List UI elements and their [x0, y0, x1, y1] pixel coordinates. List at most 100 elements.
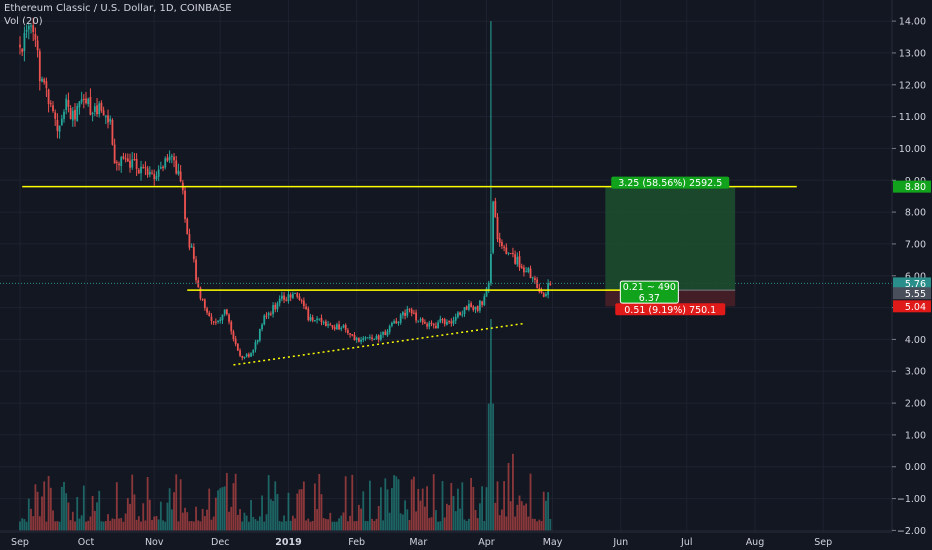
volume-bar	[256, 520, 259, 531]
volume-bar	[335, 521, 338, 531]
volume-bar	[468, 518, 470, 531]
volume-bar	[331, 521, 334, 531]
candle-body	[490, 254, 492, 284]
volume-bar	[208, 488, 211, 531]
candle-body	[54, 112, 57, 119]
volume-bar	[366, 521, 369, 531]
candle-body	[512, 252, 514, 254]
candle-body	[234, 338, 237, 345]
volume-bar	[320, 494, 323, 531]
candle-body	[219, 319, 222, 322]
candle-body	[98, 103, 101, 115]
volume-bar	[296, 493, 299, 531]
volume-bar	[353, 521, 356, 531]
candle-body	[60, 118, 63, 126]
volume-bar	[305, 520, 307, 531]
price-tick-label: 0.00	[905, 462, 926, 473]
candle-body	[184, 190, 186, 220]
volume-bar	[122, 521, 125, 531]
candle-body	[307, 308, 310, 320]
candle-body	[131, 159, 134, 168]
volume-bar	[34, 484, 37, 531]
price-tick-label: 6.00	[905, 271, 926, 282]
volume-bar	[195, 506, 197, 531]
volume-bar	[333, 521, 336, 531]
volume-bar	[338, 518, 340, 531]
volume-bar	[140, 521, 142, 531]
volume-bar	[501, 509, 503, 531]
candle-body	[146, 168, 149, 175]
profit-zone	[605, 186, 736, 291]
volume-bar	[496, 481, 499, 531]
candle-body	[168, 156, 171, 161]
volume-bar	[27, 498, 30, 531]
volume-bar	[377, 506, 380, 531]
candle-body	[78, 101, 81, 108]
volume-bar	[19, 521, 21, 531]
candle-body	[210, 316, 213, 321]
candle-body	[89, 96, 92, 115]
volume-bar	[426, 486, 428, 531]
candle-body	[346, 330, 349, 333]
volume-bar	[45, 521, 48, 531]
volume-bar	[201, 508, 204, 531]
price-tick-label: 4.00	[905, 335, 926, 346]
volume-bar	[355, 521, 358, 531]
candle-body	[505, 247, 508, 254]
candle-body	[421, 318, 424, 323]
price-tick-label: 3.00	[905, 367, 926, 378]
volume-bar	[104, 521, 107, 531]
volume-bar	[47, 476, 50, 531]
candle-body	[399, 314, 402, 323]
volume-bar	[479, 503, 481, 531]
volume-bar	[181, 512, 184, 531]
candle-body	[479, 300, 481, 311]
volume-bar	[289, 520, 292, 531]
candle-body	[45, 81, 48, 89]
candle-body	[19, 44, 21, 48]
volume-bar	[294, 518, 296, 531]
volume-bar	[457, 488, 459, 531]
volume-bar	[371, 518, 373, 531]
candle-body	[428, 322, 431, 327]
candle-body	[390, 322, 393, 326]
volume-bar	[349, 515, 351, 531]
candle-body	[285, 299, 288, 301]
volume-bar	[399, 513, 402, 531]
candle-body	[261, 324, 263, 330]
volume-bar	[186, 512, 189, 531]
candle-body	[159, 167, 162, 169]
time-tick-label: Jul	[680, 537, 692, 548]
candle-body	[93, 106, 96, 112]
volume-bar	[490, 319, 492, 531]
candle-body	[355, 337, 358, 340]
volume-bar	[487, 403, 490, 531]
volume-bar	[115, 482, 118, 531]
candle-body	[148, 171, 151, 175]
candle-body	[100, 102, 103, 111]
price-tick-label: −1.00	[897, 494, 926, 505]
volume-bar	[309, 521, 312, 531]
candle-body	[335, 324, 338, 330]
volume-bar	[250, 500, 252, 531]
candle-body	[250, 353, 252, 357]
candle-body	[382, 331, 384, 335]
volume-bar	[272, 500, 274, 531]
candle-body	[406, 308, 409, 316]
volume-bar	[225, 472, 228, 531]
volume-bar	[60, 486, 63, 531]
candle-body	[483, 296, 486, 306]
volume-bar	[151, 519, 153, 531]
candle-body	[96, 105, 98, 115]
candle-body	[267, 312, 270, 316]
volume-bar	[252, 516, 255, 531]
volume-bar	[179, 479, 182, 531]
volume-bar	[232, 483, 235, 531]
volume-bar	[100, 521, 103, 531]
candle-body	[283, 295, 285, 300]
candle-body	[140, 166, 142, 174]
volume-bar	[111, 518, 114, 531]
candle-body	[166, 157, 169, 161]
